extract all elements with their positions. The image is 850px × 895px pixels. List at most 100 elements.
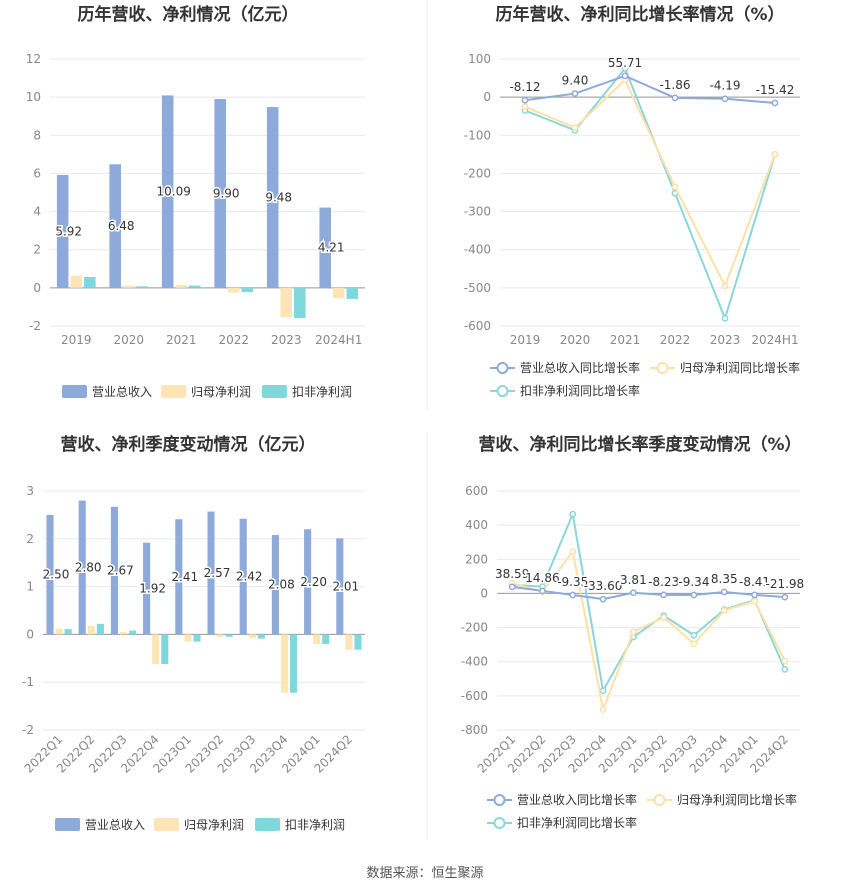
bar-net-profit xyxy=(345,634,353,650)
chart-panel-1: 历年营收、净利情况（亿元） -2 0 2 4 6 8 10 12 2019 2020 2021 2022… xyxy=(26,4,365,399)
data-point-2 xyxy=(690,640,698,648)
data-label: 1.92 xyxy=(139,582,166,596)
y-tick-label: -600 xyxy=(464,319,491,333)
data-label: 4.21 xyxy=(318,241,345,255)
chart-panel-3: 营收、净利季度变动情况（亿元）-2-101232022Q12022Q22022Q… xyxy=(22,434,365,832)
data-label: 38.59 xyxy=(495,567,529,581)
bar-net-profit xyxy=(152,634,160,665)
data-point-1 xyxy=(521,96,529,104)
data-label: -8.41 xyxy=(739,575,770,589)
data-label: 55.71 xyxy=(608,56,642,70)
bar-revenue xyxy=(109,164,121,288)
data-point-1 xyxy=(751,591,758,599)
data-label: 2.41 xyxy=(171,570,198,584)
x-tick-label: 2022 xyxy=(218,333,249,347)
legend-label: 营业总收入 xyxy=(92,385,152,399)
bar-net-profit xyxy=(280,287,293,318)
chart-panel-4: 营收、净利同比增长率季度变动情况（%） -800 -600 -400 -200 0 200 4… xyxy=(461,434,806,830)
bar-deducted-profit xyxy=(84,276,96,288)
bar-revenue xyxy=(161,95,174,288)
data-point-2 xyxy=(630,628,637,636)
legend-swatch xyxy=(262,385,287,398)
data-label: 2.57 xyxy=(204,566,231,580)
data-point-1 xyxy=(508,583,516,591)
data-label: 2.42 xyxy=(236,570,263,584)
series-line-2 xyxy=(511,549,786,714)
data-label: 2.08 xyxy=(268,578,295,592)
bar-net-profit xyxy=(184,634,192,642)
legend-swatch xyxy=(161,385,186,398)
y-tick-label: 8 xyxy=(33,128,41,142)
legend-label: 归母净利润 xyxy=(191,385,251,399)
y-tick-label: 3 xyxy=(26,484,34,498)
legend-swatch xyxy=(154,818,179,831)
bar-net-profit xyxy=(313,634,321,644)
y-tick-label: 0 xyxy=(483,90,491,104)
y-tick-label: 0 xyxy=(26,627,34,641)
chart-title: 营收、净利同比增长率季度变动情况（%） xyxy=(478,434,801,455)
legend: 营业总收入 归母净利润 扣非净利润 xyxy=(55,818,345,832)
data-point-3 xyxy=(621,65,629,72)
x-tick-label: 2020 xyxy=(560,333,591,347)
y-tick-label: -800 xyxy=(461,723,488,737)
bar-deducted-profit xyxy=(290,634,298,693)
x-tick-label: 2024H1 xyxy=(315,333,362,347)
bar-revenue xyxy=(304,529,312,635)
legend-swatch xyxy=(62,385,87,398)
data-label: 2.01 xyxy=(332,579,359,593)
data-label: -9.35 xyxy=(557,575,588,589)
series-line-1 xyxy=(524,74,776,105)
data-point-1 xyxy=(690,591,698,599)
y-tick-label: -200 xyxy=(461,621,488,635)
y-tick-label: 0 xyxy=(480,586,488,600)
legend-label: 扣非净利润 xyxy=(285,818,345,832)
y-tick-label: 12 xyxy=(26,52,41,66)
bar-revenue xyxy=(319,207,331,288)
bar-revenue xyxy=(207,511,215,635)
data-label: 9.90 xyxy=(213,186,240,200)
legend-label: 扣非净利润同比增长率 xyxy=(520,383,640,398)
bar-net-profit xyxy=(280,634,289,693)
data-point-1 xyxy=(781,593,789,601)
legend-swatch xyxy=(255,818,280,831)
bar-deducted-profit xyxy=(294,287,306,318)
y-tick-label: 100 xyxy=(468,52,491,66)
bar-deducted-profit xyxy=(241,287,254,293)
bar-deducted-profit xyxy=(129,630,137,635)
bar-deducted-profit xyxy=(64,629,72,635)
data-label: 3.81 xyxy=(620,573,647,587)
data-point-2 xyxy=(521,103,529,111)
y-tick-label: -400 xyxy=(464,243,491,257)
legend-label: 扣非净利润 xyxy=(292,385,352,399)
data-point-1 xyxy=(720,588,728,596)
x-tick-label: 2021 xyxy=(610,333,641,347)
data-point-2 xyxy=(720,607,728,614)
bar-revenue xyxy=(56,174,69,288)
legend-marker xyxy=(496,362,509,374)
bar-deducted-profit xyxy=(257,634,265,639)
data-label: -15.42 xyxy=(756,83,795,97)
y-tick-label: 1 xyxy=(26,580,34,594)
bar-net-profit xyxy=(119,632,128,635)
y-tick-label: 400 xyxy=(465,518,488,532)
data-point-2 xyxy=(781,657,789,665)
data-point-3 xyxy=(690,631,698,639)
data-label: -1.86 xyxy=(659,78,690,92)
data-point-1 xyxy=(771,99,779,107)
legend-label: 营业总收入 xyxy=(85,818,145,832)
y-tick-label: -2 xyxy=(29,319,41,333)
y-tick-label: 2 xyxy=(33,243,41,257)
legend-marker xyxy=(493,817,506,829)
data-point-1 xyxy=(630,589,637,597)
bar-revenue xyxy=(271,534,279,635)
legend-label: 归母净利润 xyxy=(184,818,244,832)
y-tick-label: -500 xyxy=(464,281,491,295)
y-tick-label: -100 xyxy=(464,128,491,142)
data-point-2 xyxy=(569,548,577,555)
x-tick-label: 2019 xyxy=(61,333,92,347)
data-label: -8.12 xyxy=(509,80,540,94)
data-point-2 xyxy=(571,124,579,132)
